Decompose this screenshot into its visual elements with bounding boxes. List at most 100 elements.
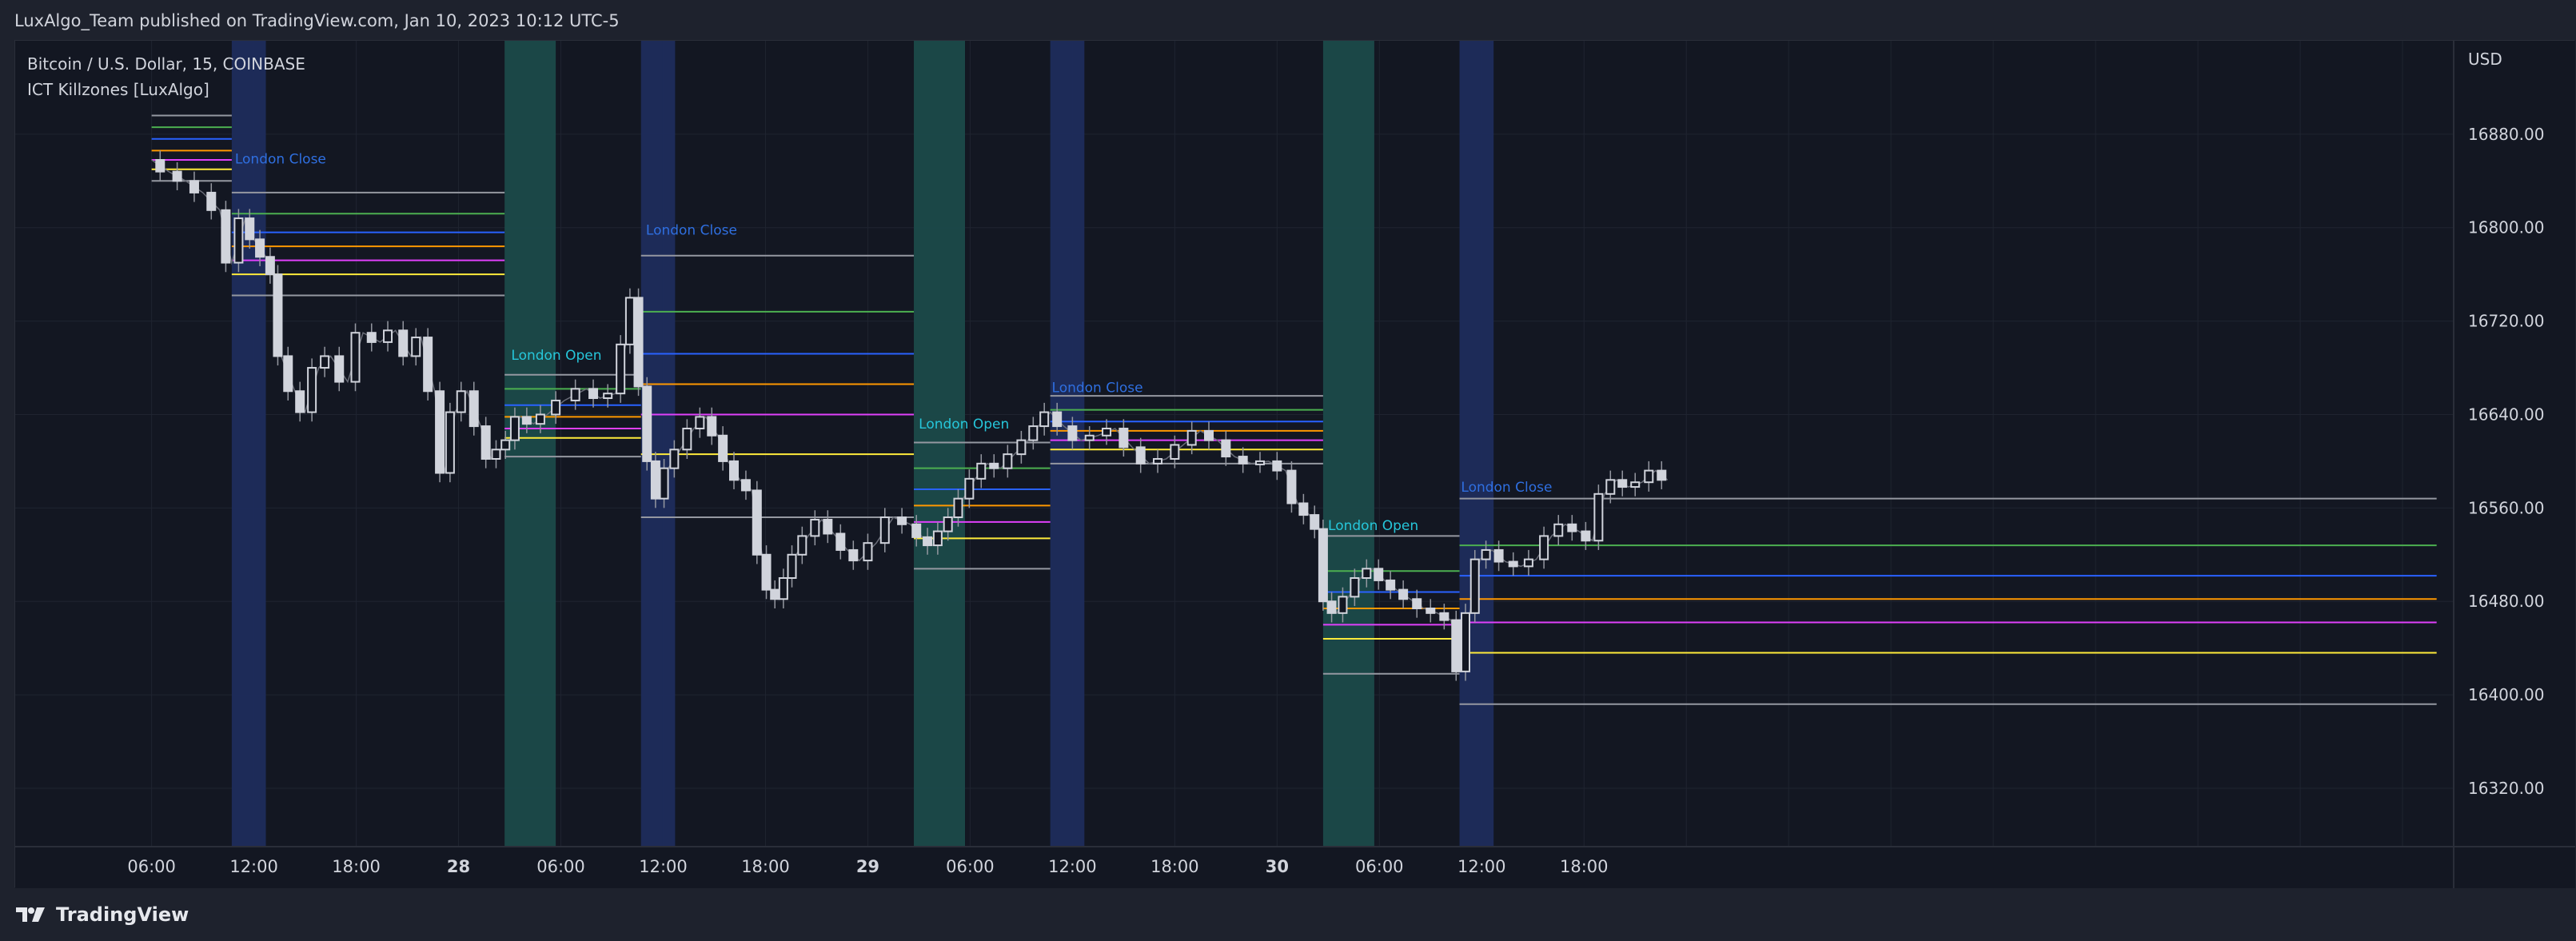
candle-body (1630, 481, 1641, 488)
candle-body (1451, 619, 1461, 672)
candle-body (932, 530, 943, 547)
candle-body (897, 516, 907, 525)
candle-body (1481, 548, 1491, 560)
candle-body (778, 577, 788, 600)
candle-body (964, 477, 975, 500)
candle-body (320, 355, 330, 369)
candle-body (1170, 444, 1180, 460)
candle-body (445, 411, 455, 474)
candle-body (206, 191, 217, 211)
london-close-label: London Close (1052, 381, 1143, 397)
candle-body (551, 399, 561, 416)
candle-body (695, 416, 705, 430)
candle-body (923, 536, 933, 547)
candle-body (588, 388, 599, 400)
candle-body (911, 523, 922, 538)
candle-body (491, 449, 501, 460)
candle-body (953, 497, 963, 519)
london-open-zone (504, 41, 556, 847)
candle-body (1593, 492, 1604, 542)
candle-body (1135, 446, 1146, 465)
candle-body (509, 416, 520, 441)
candle-body (1350, 577, 1360, 598)
candle-body (1326, 600, 1337, 614)
x-tick-label: 29 (856, 857, 879, 876)
tradingview-brand[interactable]: TradingView (14, 903, 189, 926)
chart-legend: Bitcoin / U.S. Dollar, 15, COINBASE ICT … (27, 51, 305, 102)
candle-body (810, 518, 820, 537)
london-close-zone (231, 41, 266, 847)
candle-body (500, 439, 511, 451)
candle-body (1221, 439, 1231, 458)
candle-body (273, 273, 283, 357)
publisher-caption: LuxAlgo_Team published on TradingView.co… (14, 11, 620, 30)
candle-body (469, 390, 479, 428)
candle-body (1310, 514, 1320, 530)
candle-body (1318, 528, 1328, 603)
candle-body (624, 297, 635, 345)
candle-body (761, 553, 772, 591)
candle-body (740, 479, 751, 492)
price-scale (2454, 41, 2575, 888)
chart-panel[interactable]: London Close London Open London Close Londo… (14, 40, 2575, 888)
candle-body (1204, 429, 1214, 441)
x-tick-label: 06:00 (536, 857, 585, 876)
candle-body (255, 238, 265, 258)
y-tick-label: 16800.00 (2468, 218, 2544, 237)
candle-body (1362, 568, 1372, 580)
candle-body (1426, 607, 1436, 614)
candle-body (1119, 428, 1129, 449)
candle-body (233, 217, 244, 264)
candle-body (1398, 588, 1409, 600)
candle-body (155, 159, 165, 173)
indicator-title[interactable]: ICT Killzones [LuxAlgo] (27, 80, 209, 99)
x-tick-label: 12:00 (1457, 857, 1506, 876)
candle-body (221, 209, 231, 264)
symbol-title[interactable]: Bitcoin / U.S. Dollar, 15, COINBASE (27, 54, 305, 74)
y-tick-label: 16400.00 (2468, 685, 2544, 704)
london-close-zone (1050, 41, 1085, 847)
x-tick-label: 12:00 (639, 857, 688, 876)
x-tick-label: 06:00 (1355, 857, 1404, 876)
candle-body (1153, 457, 1163, 465)
x-tick-label: 06:00 (946, 857, 995, 876)
candle-body (1028, 425, 1039, 441)
candle-body (659, 467, 669, 500)
candle-body (1386, 579, 1396, 591)
candle-body (1469, 558, 1480, 614)
candle-body (729, 460, 740, 481)
top-bar: LuxAlgo_Team published on TradingView.co… (0, 0, 2576, 40)
london-open-label: London Open (919, 417, 1009, 433)
candle-body (1617, 479, 1628, 488)
candle-body (1039, 411, 1050, 428)
y-tick-label: 16880.00 (2468, 125, 2544, 144)
london-open-zone (914, 41, 966, 847)
candle-body (633, 297, 644, 388)
y-tick-label: 16320.00 (2468, 779, 2544, 798)
candle-body (307, 367, 317, 413)
london-close-zone (1459, 41, 1494, 847)
footer (0, 887, 2576, 941)
x-tick-label: 06:00 (127, 857, 176, 876)
candle-body (535, 413, 545, 425)
plot-background (15, 41, 2575, 888)
candle-body (976, 462, 987, 480)
candle-body (245, 217, 255, 241)
candle-body (1644, 469, 1654, 484)
candle-body (435, 390, 445, 474)
candle-body (603, 393, 613, 400)
london-close-label: London Close (235, 151, 326, 167)
candle-body (669, 449, 680, 469)
candle-body (835, 532, 846, 551)
candle-body (1508, 560, 1518, 568)
x-tick-label: 18:00 (332, 857, 381, 876)
candle-body (1493, 548, 1504, 563)
price-chart[interactable]: London Close London Open London Close Londo… (15, 41, 2575, 888)
candle-body (1272, 460, 1282, 472)
candle-body (650, 460, 660, 500)
candle-body (1254, 460, 1265, 465)
candle-body (1553, 523, 1564, 537)
london-close-label: London Close (646, 223, 737, 239)
candle-body (1067, 425, 1078, 441)
candle-body (787, 553, 797, 579)
